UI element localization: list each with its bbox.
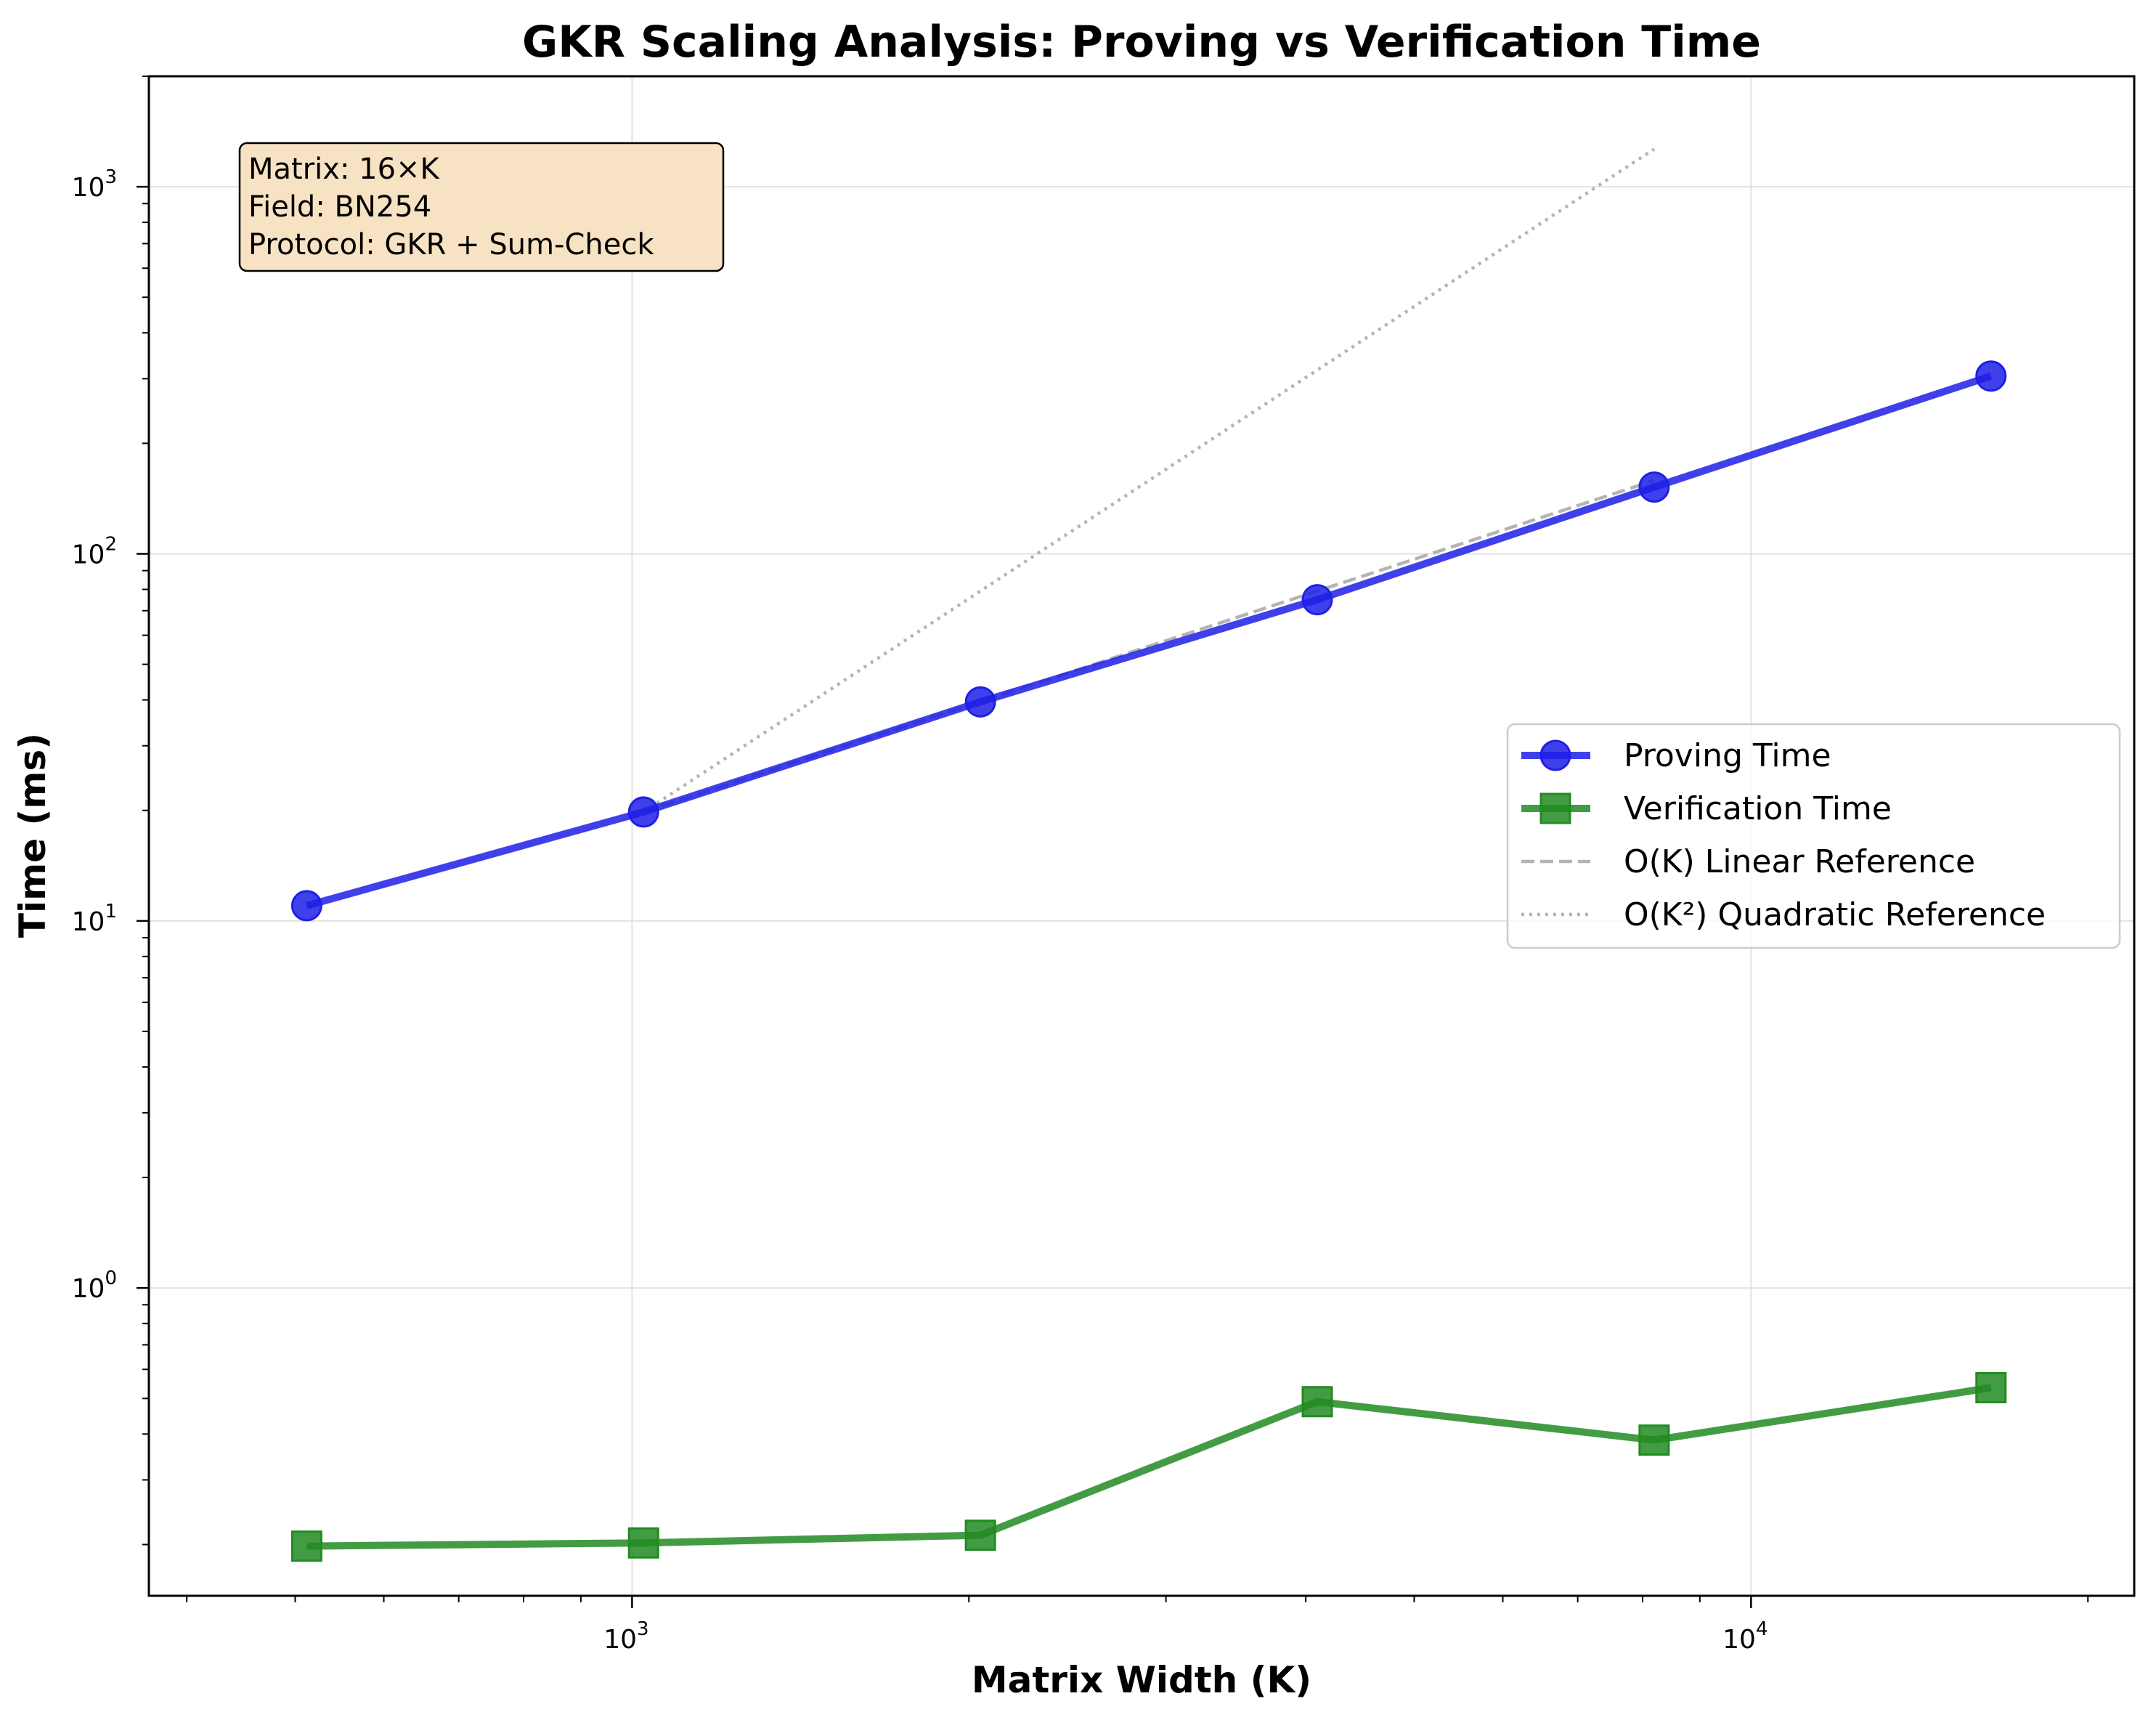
data-point-circle	[290, 890, 322, 922]
annotation-background	[238, 142, 725, 272]
annotation-box: Matrix: 16×K Field: BN254 Protocol: GKR + …	[238, 142, 725, 272]
series-line	[306, 372, 1993, 909]
data-point-square	[627, 1527, 659, 1559]
data-point-circle	[964, 686, 996, 718]
annotation-line: Matrix: 16×K	[248, 153, 441, 186]
legend-marker-square	[1539, 792, 1571, 824]
data-point-square	[290, 1530, 322, 1562]
y-axis-label: Time (ms)	[12, 733, 54, 938]
series-line	[643, 147, 1656, 814]
data-point-square	[1638, 1424, 1670, 1456]
series-line	[306, 1384, 1992, 1550]
annotation-line: Protocol: GKR + Sum-Check	[248, 228, 654, 261]
plot-area-frame	[147, 75, 2136, 1597]
data-point-circle	[627, 796, 659, 828]
data-point-circle	[1638, 471, 1670, 503]
legend-label: O(K²) Quadratic Reference	[1624, 896, 2046, 933]
legend: Proving Time Verification Time O(K) Linear…	[1506, 723, 2121, 949]
legend-marker-circle	[1539, 739, 1571, 771]
data-point-circle	[1975, 360, 2007, 392]
x-tick-label: 104	[1722, 1618, 1767, 1655]
x-axis-label: Matrix Width (K)	[972, 1659, 1311, 1701]
data-point-square	[1301, 1386, 1333, 1418]
x-tick-label: 103	[603, 1618, 648, 1655]
legend-label: Proving Time	[1624, 737, 1831, 774]
legend-label: O(K) Linear Reference	[1624, 843, 1975, 880]
chart-title: GKR Scaling Analysis: Proving vs Verific…	[522, 17, 1761, 68]
annotation-line: Field: BN254	[248, 190, 431, 224]
data-point-circle	[1301, 584, 1333, 616]
data-point-square	[964, 1520, 996, 1551]
legend-frame	[1506, 723, 2121, 949]
legend-label: Verification Time	[1624, 790, 1892, 827]
data-point-square	[1975, 1371, 2007, 1403]
plot-series	[290, 147, 2007, 1562]
